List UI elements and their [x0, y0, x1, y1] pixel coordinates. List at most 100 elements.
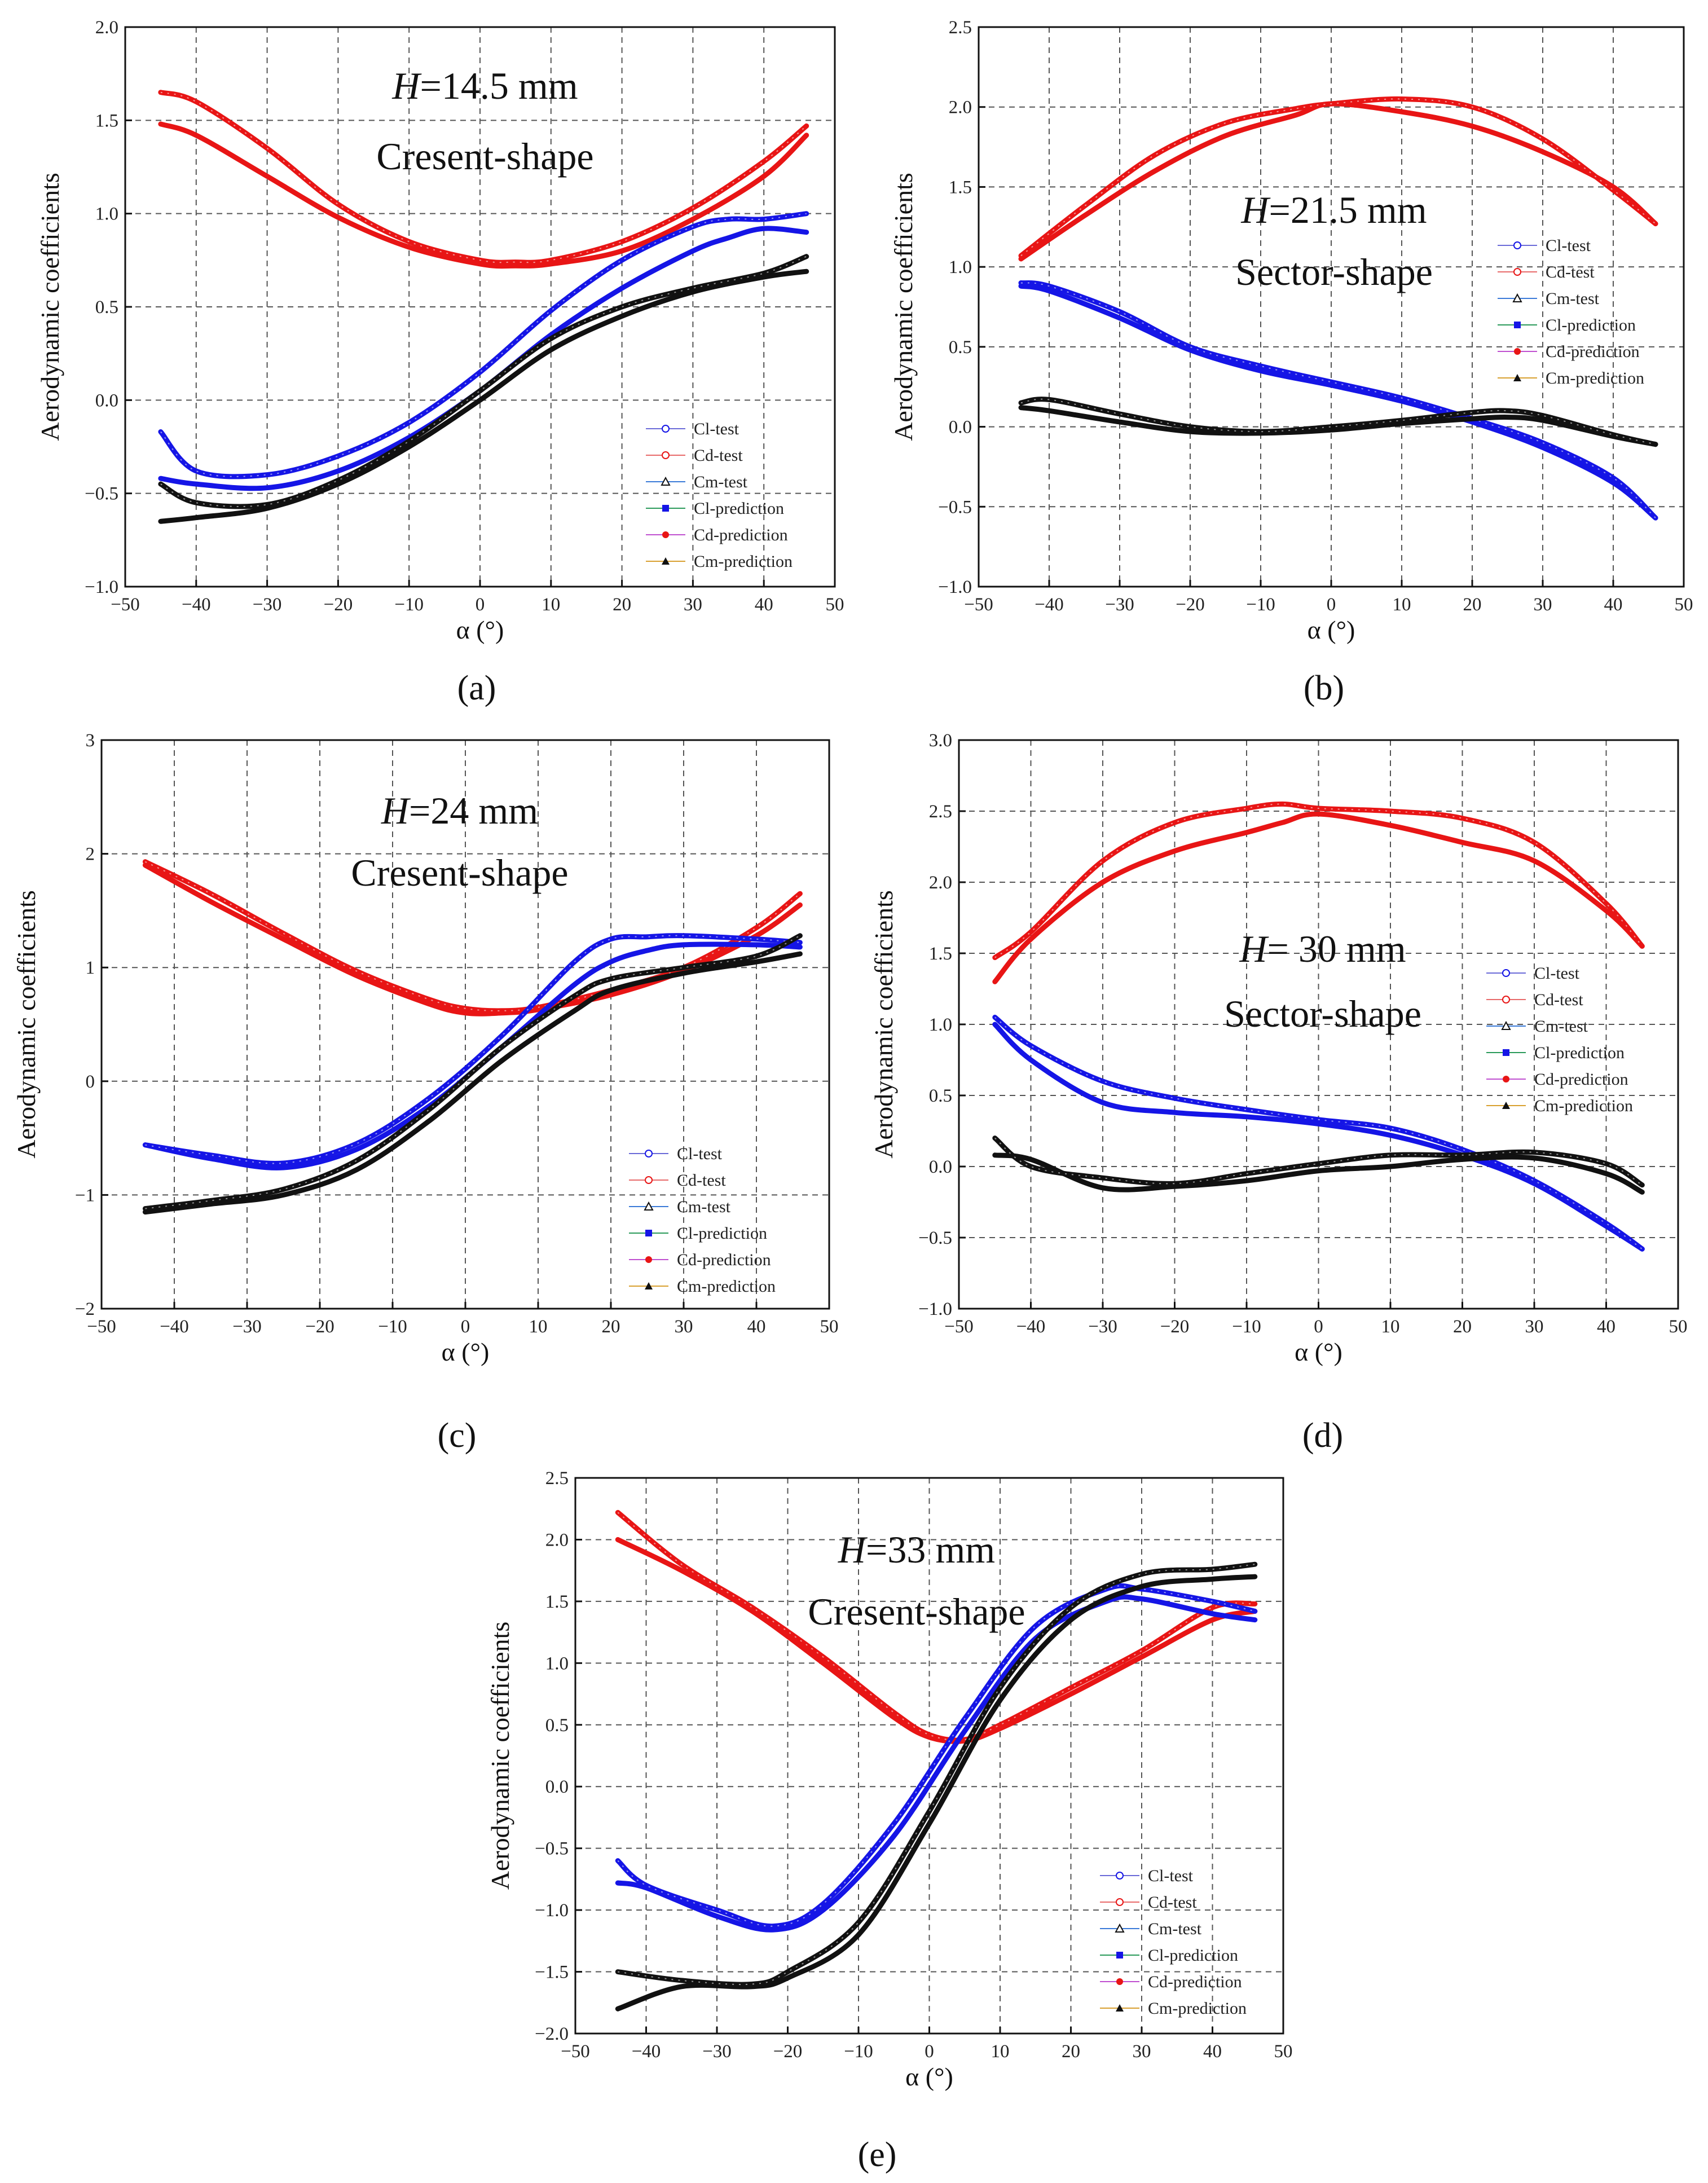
- legend-label: Cm-prediction: [1148, 1999, 1247, 2018]
- x-tick-label: 20: [1463, 595, 1482, 615]
- legend-label: Cl-prediction: [1148, 1946, 1238, 1965]
- y-tick-label: 2.5: [929, 802, 952, 822]
- x-tick-label: 50: [1274, 2041, 1293, 2062]
- series-cm: [158, 254, 809, 524]
- legend-marker: [645, 1256, 652, 1263]
- series-cm: [1018, 397, 1658, 447]
- x-tick-label: −20: [1176, 595, 1205, 615]
- x-tick-label: −20: [324, 595, 353, 615]
- y-tick-label: 1.5: [545, 1592, 569, 1612]
- legend-marker: [1115, 1923, 1125, 1933]
- y-tick-label: 2.0: [95, 17, 118, 38]
- x-tick-label: −40: [1016, 1317, 1046, 1337]
- x-tick-label: −40: [160, 1317, 189, 1337]
- legend-label: Cl-test: [1148, 1867, 1194, 1885]
- x-tick-label: −40: [182, 595, 211, 615]
- x-tick-label: 20: [602, 1317, 620, 1337]
- legend-marker: [1514, 348, 1521, 355]
- chart-panel-d: −50 −40 −30 −20 −10 0 10 20 30 40 50 −1.0 −0.5 0.0 0.5…: [869, 730, 1688, 1366]
- y-tick-label: 2.5: [949, 17, 972, 38]
- x-axis-title: α (°): [905, 2062, 953, 2091]
- series-marker-overlay: [994, 803, 1643, 958]
- annotation-h-value: =14.5 mm: [420, 64, 578, 107]
- legend-marker: [1513, 374, 1521, 381]
- series-line-cl-lower: [992, 1022, 1645, 1252]
- series-cd: [158, 90, 809, 269]
- x-tick-label: 30: [684, 595, 702, 615]
- legend-marker: [662, 451, 670, 459]
- annotation-h-symbol: H: [1239, 927, 1269, 970]
- annotation-shape: Cresent-shape: [376, 135, 593, 178]
- legend-marker: [1116, 1898, 1124, 1906]
- x-tick-label: −40: [632, 2041, 661, 2062]
- series-line-cd-lower: [992, 811, 1645, 984]
- series-line-cl-upper: [1018, 280, 1658, 521]
- x-tick-label: 50: [820, 1317, 839, 1337]
- series-cd: [992, 801, 1645, 984]
- x-tick-label: 30: [1133, 2041, 1151, 2062]
- y-tick-label: 2.0: [929, 873, 952, 893]
- x-tick-label: 30: [675, 1317, 693, 1337]
- x-tick-label: 40: [1604, 595, 1623, 615]
- y-tick-label: 0.0: [545, 1777, 569, 1797]
- legend-marker: [1502, 969, 1510, 977]
- x-tick-label: 40: [1597, 1317, 1615, 1337]
- series-line-cm-lower: [1018, 405, 1658, 447]
- annotation-shape: Cresent-shape: [351, 851, 568, 894]
- panel-caption-b: (b): [1304, 669, 1344, 707]
- y-tick-label: 1.5: [929, 944, 952, 964]
- y-tick-label: 1: [86, 958, 95, 978]
- legend-label: Cl-prediction: [677, 1224, 767, 1243]
- y-tick-label: 1.0: [929, 1015, 952, 1035]
- legend-marker: [1116, 1952, 1123, 1958]
- legend-label: Cd-prediction: [1148, 1973, 1242, 1991]
- legend-label: Cl-test: [1534, 964, 1580, 983]
- chart-panel-e: −50 −40 −30 −20 −10 0 10 20 30 40 50 −2.0 −1.5 −1.0 −0…: [486, 1468, 1293, 2091]
- series-cd: [615, 1509, 1258, 1744]
- x-tick-label: 50: [826, 595, 844, 615]
- y-tick-label: −1.0: [938, 577, 972, 597]
- series-line-cd-lower: [158, 121, 809, 269]
- legend-marker: [645, 1176, 653, 1184]
- y-tick-label: 0.0: [949, 417, 972, 438]
- legend: Cl-test Cd-test Cm-test Cl-prediction Cd-pre…: [1498, 236, 1644, 388]
- y-axis-title: Aerodynamic coefficients: [36, 173, 64, 441]
- legend-label: Cl-prediction: [694, 499, 784, 518]
- x-tick-label: 50: [1669, 1317, 1688, 1337]
- x-tick-label: 10: [991, 2041, 1010, 2062]
- series-line-cm-upper: [142, 933, 803, 1212]
- y-axis-title: Aerodynamic coefficients: [486, 1622, 514, 1890]
- x-tick-label: 10: [542, 595, 560, 615]
- series-line-cl-lower: [1018, 283, 1658, 521]
- x-tick-label: 40: [755, 595, 773, 615]
- series-marker-overlay: [145, 935, 800, 1164]
- x-tick-label: −50: [111, 595, 140, 615]
- annotation-h-symbol: H: [1240, 188, 1271, 231]
- y-tick-label: 2.0: [949, 98, 972, 118]
- y-tick-label: 3: [86, 730, 95, 751]
- x-tick-label: −30: [702, 2041, 732, 2062]
- x-tick-label: 0: [461, 1317, 470, 1337]
- y-axis-title: Aerodynamic coefficients: [869, 890, 898, 1159]
- annotation-h-symbol: H: [838, 1528, 868, 1571]
- legend-label: Cm-test: [694, 473, 748, 491]
- panel-caption-d: (d): [1302, 1416, 1343, 1455]
- x-axis-title: α (°): [1295, 1337, 1342, 1366]
- chart-panel-a: −50 −40 −30 −20 −10 0 10 20 30 40 50 −1.0 −0.5 0.0 0.5…: [36, 17, 844, 644]
- legend-label: Cd-test: [1534, 991, 1583, 1009]
- y-tick-label: −2: [75, 1299, 95, 1319]
- series-marker-overlay: [994, 1016, 1643, 1250]
- y-tick-label: 1.5: [949, 177, 972, 197]
- panels-layer: −50 −40 −30 −20 −10 0 10 20 30 40 50−1.0−0.50.00.5…: [12, 17, 1693, 2091]
- series-marker-overlay: [994, 1137, 1643, 1186]
- x-tick-label: −40: [1035, 595, 1064, 615]
- annotation-shape: Sector-shape: [1235, 250, 1433, 293]
- x-tick-label: −10: [844, 2041, 873, 2062]
- x-tick-label: 10: [529, 1317, 548, 1337]
- y-tick-label: −0.5: [535, 1839, 569, 1859]
- x-tick-label: 0: [1327, 595, 1336, 615]
- legend-marker: [1503, 1076, 1509, 1082]
- legend-marker: [645, 1282, 653, 1289]
